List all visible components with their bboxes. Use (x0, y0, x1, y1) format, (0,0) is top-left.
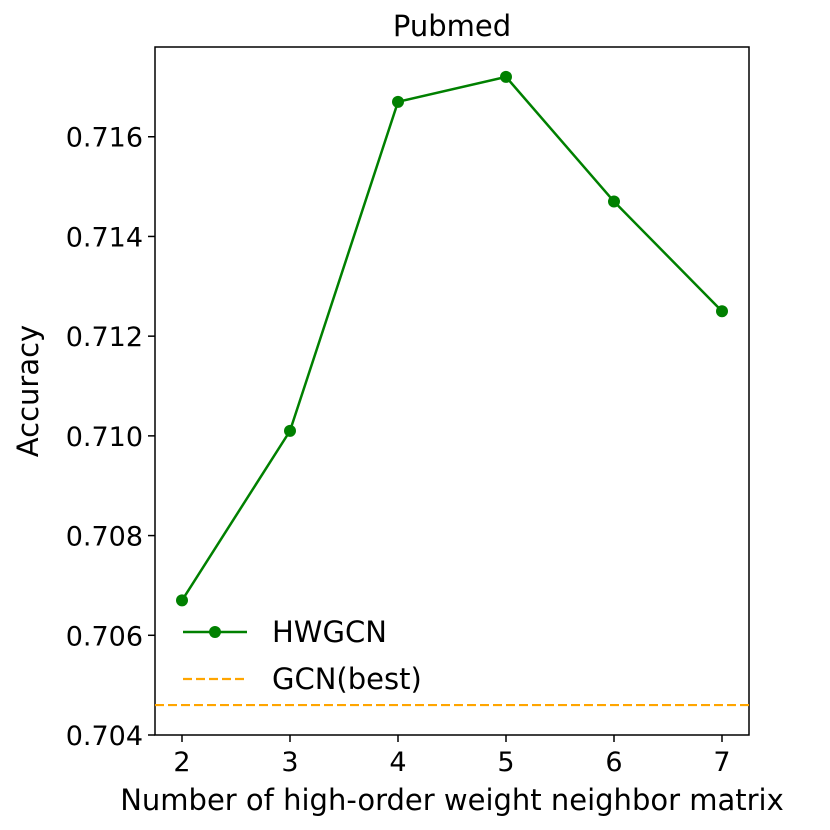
y-tick-label: 0.716 (66, 123, 143, 154)
y-tick-label: 0.706 (66, 621, 143, 652)
series-line-hwgcn (180, 75, 723, 602)
x-axis-label: Number of high-order weight neighbor mat… (120, 783, 784, 817)
series-points-hwgcn (176, 70, 728, 607)
x-tick-label: 7 (713, 747, 730, 778)
data-point (284, 424, 296, 437)
y-tick-label: 0.714 (66, 222, 143, 253)
legend-swatch-hwgcn-marker (209, 626, 221, 638)
y-tick-label: 0.710 (66, 422, 143, 453)
data-point (608, 195, 620, 208)
x-tick-label: 6 (605, 747, 622, 778)
x-tick-label: 2 (173, 747, 190, 778)
y-axis: 0.704 0.706 0.708 0.710 0.712 0.714 0.716 (66, 123, 155, 752)
y-axis-label: Accuracy (11, 325, 45, 457)
plot-frame (154, 46, 750, 736)
x-tick-label: 5 (497, 747, 514, 778)
data-point (716, 305, 728, 318)
chart-title: Pubmed (393, 9, 511, 43)
y-tick-label: 0.708 (66, 522, 143, 553)
legend-label-hwgcn: HWGCN (272, 615, 387, 649)
legend: HWGCN GCN(best) (183, 615, 422, 696)
y-tick-label: 0.712 (66, 322, 143, 353)
y-tick-label: 0.704 (66, 721, 143, 752)
data-point (500, 70, 512, 83)
x-axis: 2 3 4 5 6 7 (173, 735, 731, 778)
legend-label-gcn-best: GCN(best) (272, 662, 422, 696)
x-tick-label: 4 (389, 747, 406, 778)
x-tick-label: 3 (281, 747, 298, 778)
data-point (392, 95, 404, 108)
data-point (176, 594, 188, 607)
